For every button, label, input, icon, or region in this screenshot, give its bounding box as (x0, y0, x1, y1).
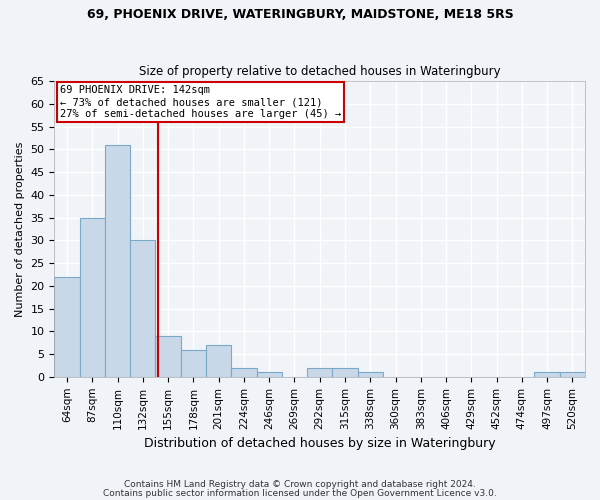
Bar (206, 345, 231, 377)
Title: Size of property relative to detached houses in Wateringbury: Size of property relative to detached ho… (139, 66, 500, 78)
Bar (560, 372, 585, 377)
Bar (231, 368, 257, 377)
Bar (55, 276, 80, 377)
Text: 69, PHOENIX DRIVE, WATERINGBURY, MAIDSTONE, ME18 5RS: 69, PHOENIX DRIVE, WATERINGBURY, MAIDSTO… (86, 8, 514, 20)
X-axis label: Distribution of detached houses by size in Wateringbury: Distribution of detached houses by size … (144, 437, 496, 450)
Bar (307, 368, 332, 377)
Y-axis label: Number of detached properties: Number of detached properties (15, 141, 25, 316)
Bar (130, 240, 155, 377)
Bar (155, 336, 181, 377)
Bar (332, 368, 358, 377)
Text: 69 PHOENIX DRIVE: 142sqm
← 73% of detached houses are smaller (121)
27% of semi-: 69 PHOENIX DRIVE: 142sqm ← 73% of detach… (60, 86, 341, 118)
Bar (105, 145, 130, 377)
Bar (181, 350, 206, 377)
Bar (535, 372, 560, 377)
Text: Contains HM Land Registry data © Crown copyright and database right 2024.: Contains HM Land Registry data © Crown c… (124, 480, 476, 489)
Text: Contains public sector information licensed under the Open Government Licence v3: Contains public sector information licen… (103, 488, 497, 498)
Bar (358, 372, 383, 377)
Bar (257, 372, 282, 377)
Bar (80, 218, 105, 377)
